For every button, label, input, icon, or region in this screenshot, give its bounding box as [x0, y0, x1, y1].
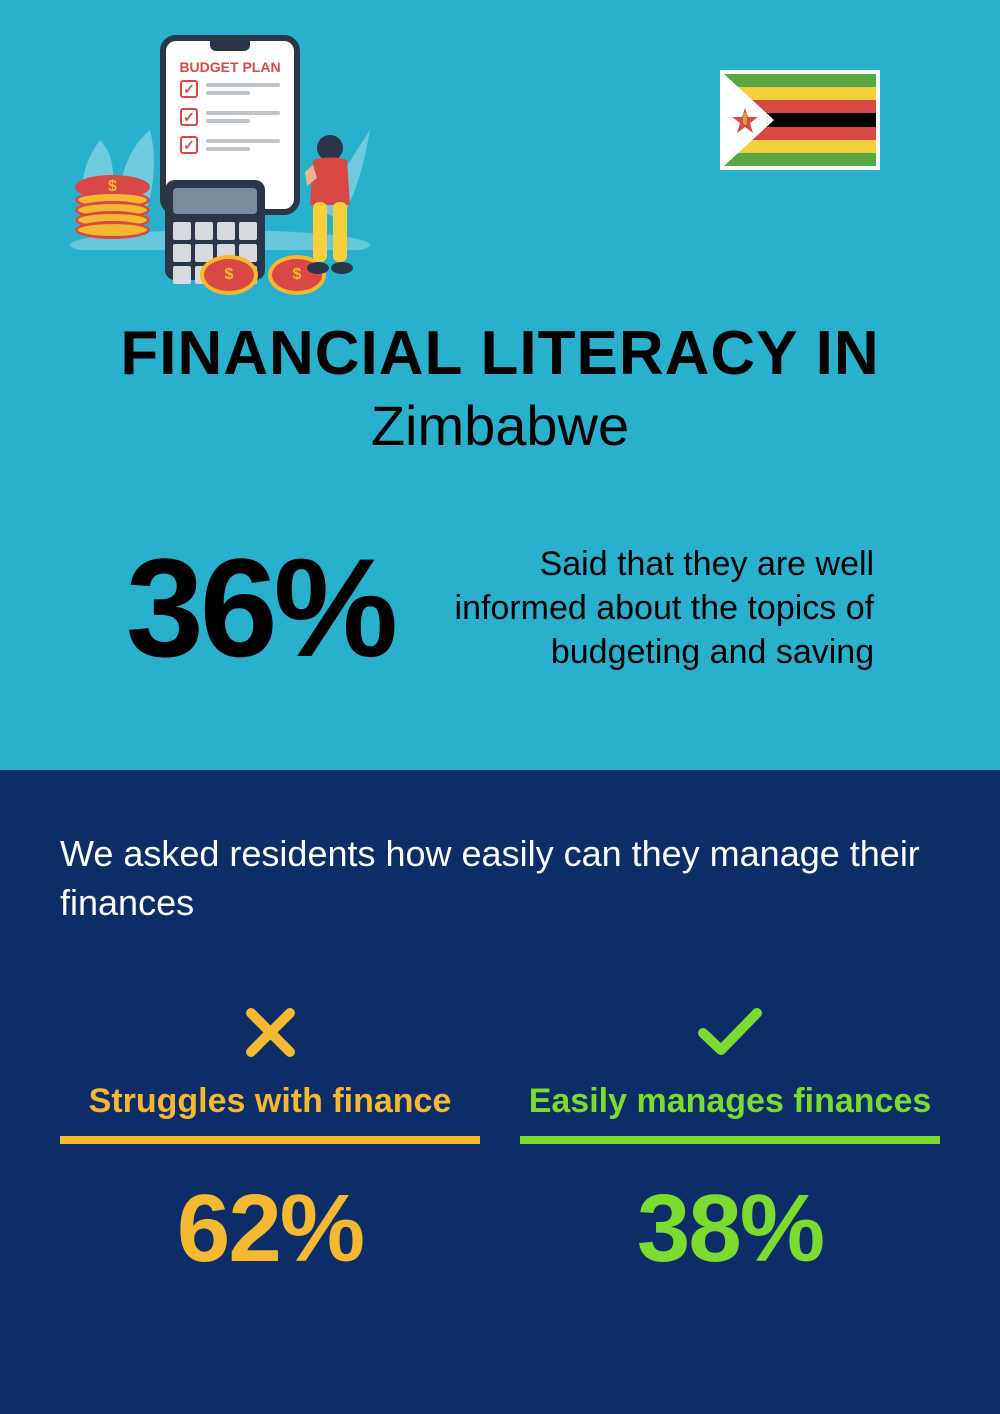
- flag-bird-icon: [730, 106, 760, 136]
- bottom-section: We asked residents how easily can they m…: [0, 770, 1000, 1414]
- budget-illustration: BUDGET PLAN ✓ ✓ ✓: [60, 30, 380, 290]
- main-stat-row: 36% Said that they are well informed abo…: [60, 538, 940, 678]
- underline: [520, 1136, 940, 1144]
- zimbabwe-flag: [720, 70, 880, 170]
- question-text: We asked residents how easily can they m…: [60, 830, 940, 927]
- title-sub: Zimbabwe: [60, 393, 940, 458]
- coin-stack: $: [75, 185, 150, 239]
- option-struggles-label: Struggles with finance: [89, 1082, 452, 1121]
- option-manages-label: Easily manages finances: [529, 1082, 932, 1121]
- main-stat-percent: 36%: [126, 538, 394, 678]
- infographic-container: BUDGET PLAN ✓ ✓ ✓: [0, 0, 1000, 1414]
- underline: [60, 1136, 480, 1144]
- option-struggles-percent: 62%: [177, 1174, 363, 1284]
- option-manages-percent: 38%: [637, 1174, 823, 1284]
- options-row: Struggles with finance 62% Easily manage…: [60, 997, 940, 1284]
- option-manages: Easily manages finances 38%: [520, 997, 940, 1284]
- check-icon: [695, 997, 765, 1067]
- title-main: FINANCIAL LITERACY IN: [60, 320, 940, 388]
- title-section: FINANCIAL LITERACY IN Zimbabwe: [60, 320, 940, 458]
- clipboard-title: BUDGET PLAN: [166, 59, 294, 75]
- header-row: BUDGET PLAN ✓ ✓ ✓: [60, 30, 940, 290]
- top-section: BUDGET PLAN ✓ ✓ ✓: [0, 0, 1000, 770]
- cross-icon: [235, 997, 305, 1067]
- main-stat-description: Said that they are well informed about t…: [434, 542, 874, 675]
- person-icon: [295, 130, 365, 290]
- option-struggles: Struggles with finance 62%: [60, 997, 480, 1284]
